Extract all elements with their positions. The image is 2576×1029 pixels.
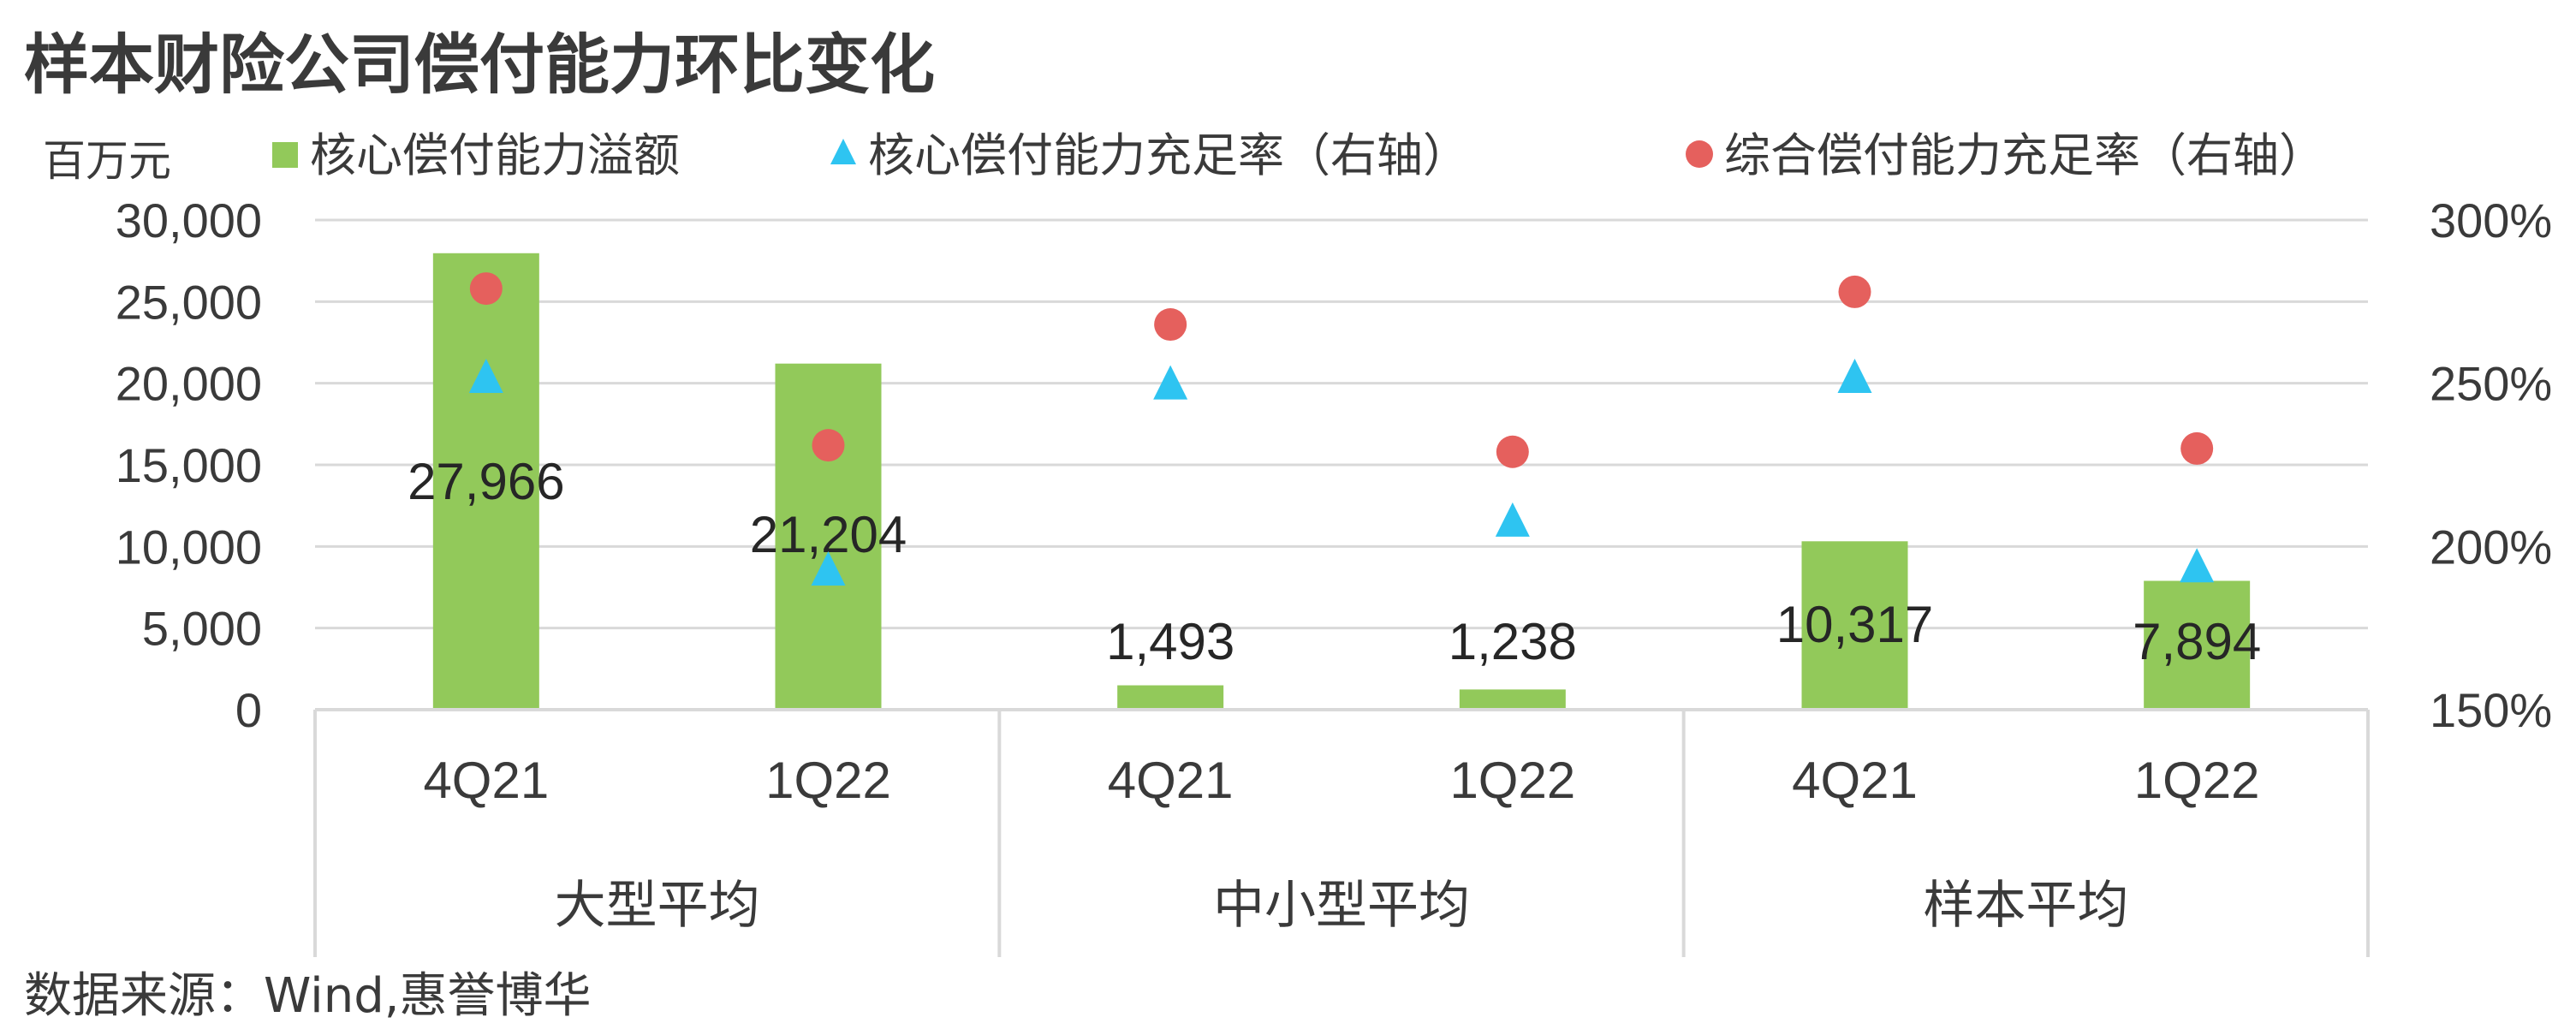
triangle-marker bbox=[1153, 365, 1188, 400]
legend-label: 综合偿付能力充足率（右轴） bbox=[1724, 128, 2325, 182]
right-tick-label: 150% bbox=[2430, 683, 2552, 737]
triangle-marker bbox=[1495, 502, 1530, 537]
circle-marker bbox=[812, 429, 845, 462]
triangle-marker bbox=[1837, 359, 1872, 394]
chart-title: 样本财险公司偿付能力环比变化 bbox=[24, 27, 935, 103]
axes: 0 5,000 10,000 15,000 20,000 25,000 30,000 150%… bbox=[43, 136, 2552, 957]
left-tick-label: 0 bbox=[235, 683, 262, 737]
left-tick-label: 30,000 bbox=[116, 193, 262, 247]
left-tick-label: 5,000 bbox=[142, 602, 262, 656]
marker-series bbox=[468, 272, 2215, 586]
category-label: 4Q21 bbox=[1108, 752, 1234, 809]
legend-swatch-bar bbox=[272, 142, 298, 168]
legend-swatch-circle bbox=[1686, 140, 1713, 168]
bar bbox=[432, 253, 539, 710]
circle-marker bbox=[469, 272, 503, 306]
left-tick-label: 25,000 bbox=[116, 275, 262, 329]
bar bbox=[2144, 580, 2251, 710]
right-tick-label: 250% bbox=[2430, 357, 2552, 411]
bar bbox=[1117, 685, 1224, 710]
bar bbox=[775, 363, 882, 710]
group-label: 样本平均 bbox=[1923, 876, 2128, 936]
circle-marker bbox=[2180, 431, 2214, 465]
legend: 核心偿付能力溢额 核心偿付能力充足率（右轴） 综合偿付能力充足率（右轴） bbox=[272, 128, 2325, 182]
category-label: 1Q22 bbox=[2134, 752, 2260, 809]
category-label: 4Q21 bbox=[1792, 752, 1918, 809]
circle-marker bbox=[1496, 435, 1529, 468]
source-note: 数据来源：Wind,惠誉博华 bbox=[24, 968, 592, 1024]
left-tick-label: 20,000 bbox=[116, 357, 262, 411]
right-tick-label: 300% bbox=[2430, 193, 2552, 247]
bar-data-label: 27,966 bbox=[408, 453, 565, 510]
left-axis-unit: 百万元 bbox=[43, 136, 171, 186]
triangle-marker bbox=[811, 551, 846, 586]
group-label: 中小型平均 bbox=[1213, 876, 1470, 936]
bar-data-label: 1,238 bbox=[1449, 613, 1577, 670]
triangle-marker bbox=[2180, 548, 2215, 583]
group-label: 大型平均 bbox=[555, 876, 760, 936]
category-label: 1Q22 bbox=[1449, 752, 1575, 809]
left-tick-label: 10,000 bbox=[116, 520, 262, 574]
circle-marker bbox=[1154, 308, 1187, 342]
category-label: 4Q21 bbox=[423, 752, 549, 809]
category-label: 1Q22 bbox=[765, 752, 891, 809]
legend-label: 核心偿付能力溢额 bbox=[310, 128, 680, 182]
right-tick-label: 200% bbox=[2430, 520, 2552, 574]
legend-label: 核心偿付能力充足率（右轴） bbox=[868, 128, 1469, 182]
circle-marker bbox=[1838, 275, 1871, 308]
bar-data-label: 7,894 bbox=[2133, 613, 2261, 670]
bar-data-label: 1,493 bbox=[1106, 613, 1234, 670]
bar bbox=[1459, 689, 1566, 710]
gridlines bbox=[315, 218, 2368, 630]
bar-data-label: 10,317 bbox=[1776, 596, 1934, 653]
bar-series bbox=[432, 253, 2251, 710]
triangle-marker bbox=[468, 359, 503, 394]
left-tick-label: 15,000 bbox=[116, 438, 262, 492]
legend-swatch-triangle bbox=[830, 139, 856, 164]
bar bbox=[1801, 541, 1908, 710]
